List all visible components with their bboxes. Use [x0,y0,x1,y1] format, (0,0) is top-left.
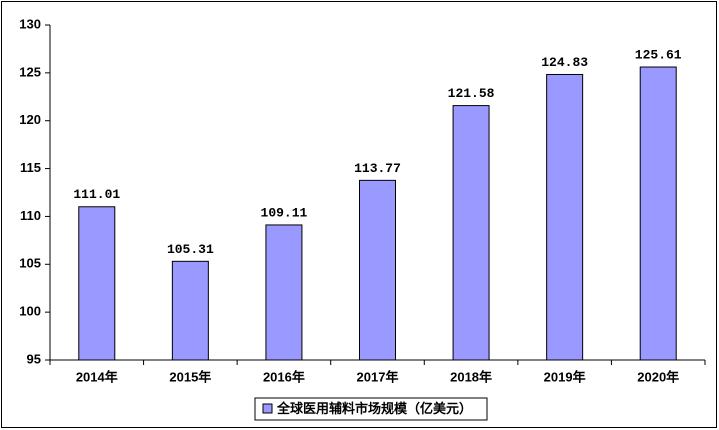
bar [639,66,677,361]
y-tick-label: 95 [27,351,41,366]
bar [452,105,490,361]
y-tick-label: 115 [20,160,41,175]
y-tick-label: 105 [19,256,41,271]
x-tick-label: 2017年 [357,369,399,384]
bar [78,206,116,361]
bar [265,224,303,361]
x-tick-label: 2016年 [263,369,305,384]
legend-swatch [262,403,273,414]
data-label: 124.83 [541,55,588,70]
x-tick-label: 2018年 [450,369,492,384]
bar [359,179,396,361]
legend-label: 全球医用辅料市场规模（亿美元） [276,401,472,416]
bar [546,73,584,361]
data-label: 125.61 [635,47,682,62]
x-tick-label: 2020年 [637,369,679,384]
y-tick-label: 110 [20,208,41,223]
y-tick-label: 125 [19,64,41,79]
y-tick-label: 120 [19,112,41,127]
data-label: 105.31 [167,242,214,257]
x-tick-label: 2019年 [544,369,586,384]
y-tick-label: 100 [19,304,41,319]
data-label: 111.01 [73,187,120,202]
bar [171,260,209,361]
y-tick-label: 130 [19,16,41,31]
legend-box [254,397,488,421]
data-label: 109.11 [261,205,308,220]
x-tick-label: 2014年 [76,369,118,384]
data-label: 121.58 [448,86,495,101]
x-tick-label: 2015年 [169,369,211,384]
data-label: 113.77 [354,161,401,176]
